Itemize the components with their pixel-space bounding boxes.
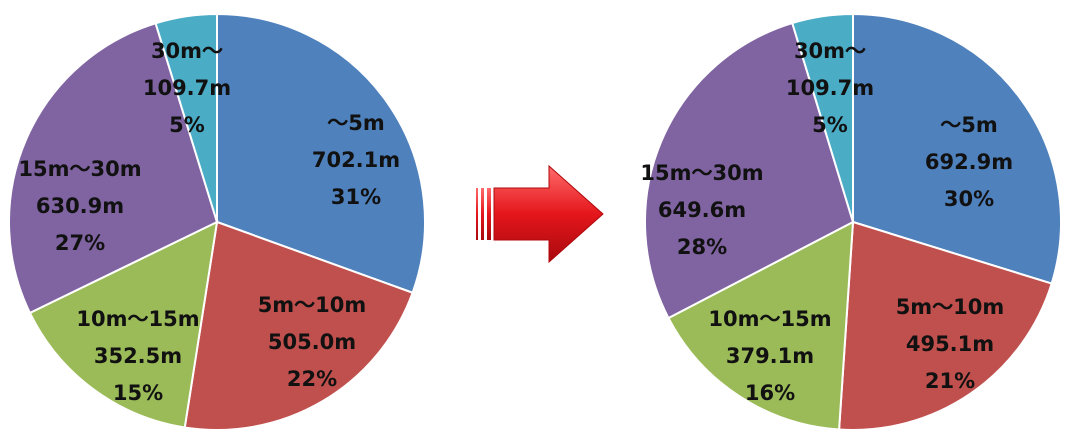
slice-value-label: 109.7m xyxy=(786,76,874,100)
pie-slice xyxy=(667,220,855,431)
pie-slice xyxy=(154,12,218,223)
slice-percent-label: 15% xyxy=(113,381,163,405)
pie-slice xyxy=(8,22,219,315)
pie-slice xyxy=(838,220,1053,431)
slice-value-label: 702.1m xyxy=(312,148,400,172)
slice-category-label: ～5m xyxy=(327,111,385,135)
pie-slice xyxy=(216,12,426,295)
pie-slice xyxy=(791,12,854,223)
slice-percent-label: 27% xyxy=(55,231,105,255)
slice-value-label: 630.9m xyxy=(36,194,124,218)
slice-percent-label: 16% xyxy=(745,381,795,405)
pie-chart-after: ～5m 692.9m 30% 5m～10m 495.1m 21% 10m～15m 379.1m… xyxy=(640,12,1062,431)
slice-category-label: 30m～ xyxy=(151,39,223,63)
slice-value-label: 109.7m xyxy=(143,76,231,100)
arrow-stripe xyxy=(481,188,484,240)
slice-percent-label: 5% xyxy=(169,113,205,137)
slice-category-label: 15m～30m xyxy=(18,157,141,181)
arrow-stripe xyxy=(487,188,491,240)
pie-slice xyxy=(183,220,414,431)
arrow-head xyxy=(493,164,604,264)
slice-category-label: 10m～15m xyxy=(76,307,199,331)
pie-chart-before: ～5m 702.1m 31% 5m～10m 505.0m 22% 10m～15m 352.5m… xyxy=(8,12,426,431)
slice-percent-label: 31% xyxy=(331,185,381,209)
pie-slice xyxy=(644,21,855,320)
slice-category-label: 30m～ xyxy=(794,39,866,63)
slice-category-label: 5m～10m xyxy=(896,295,1005,319)
slice-value-label: 505.0m xyxy=(268,330,356,354)
slice-percent-label: 30% xyxy=(944,187,994,211)
slice-percent-label: 5% xyxy=(812,113,848,137)
pie-slice xyxy=(28,220,219,429)
right-arrow-icon xyxy=(476,164,604,264)
slice-value-label: 649.6m xyxy=(658,198,746,222)
arrow-stripe xyxy=(476,188,478,240)
slice-category-label: 15m～30m xyxy=(640,161,763,185)
slice-value-label: 692.9m xyxy=(925,150,1013,174)
slice-category-label: 5m～10m xyxy=(258,293,367,317)
slice-value-label: 495.1m xyxy=(906,332,994,356)
slice-percent-label: 22% xyxy=(287,367,337,391)
slice-value-label: 379.1m xyxy=(726,344,814,368)
pie-slice xyxy=(852,12,1062,285)
slice-percent-label: 21% xyxy=(925,369,975,393)
slice-value-label: 352.5m xyxy=(94,344,182,368)
slice-percent-label: 28% xyxy=(677,235,727,259)
slice-category-label: ～5m xyxy=(940,113,998,137)
slice-category-label: 10m～15m xyxy=(708,307,831,331)
